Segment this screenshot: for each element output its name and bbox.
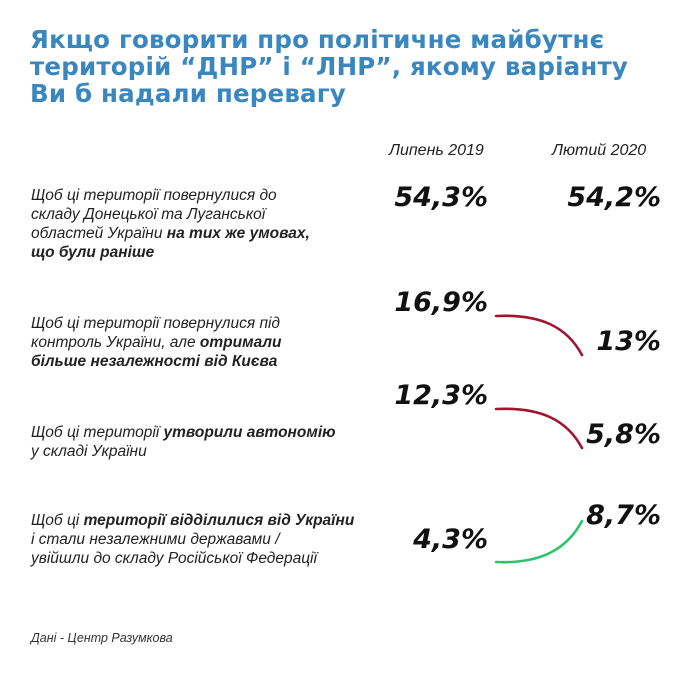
row-label-line: Щоб ці території відділилися від України [31, 511, 391, 530]
row-label-text: Щоб ці території [31, 424, 164, 441]
row-label-return-more-independence: Щоб ці території повернулися під контроль… [31, 314, 391, 371]
chart-title-line: Якщо говорити про політичне майбутнє [30, 25, 605, 54]
row-label-line: областей України на тих же умовах, [31, 224, 391, 243]
row-label-text: складу Донецької та Луганської [31, 206, 266, 223]
row-label-autonomy: Щоб ці території утворили автономію у скл… [31, 423, 391, 461]
decrease-connector-line [494, 314, 584, 357]
chart-title-line: територій “ДНР” і “ЛНР”, якому варіанту [30, 52, 629, 81]
row-label-emphasis: більше незалежності від Києва [31, 353, 278, 370]
chart-title-line: Ви б надали перевагу [30, 79, 346, 108]
row-label-text: Щоб ці [31, 512, 84, 529]
value-label: 13% [596, 326, 661, 357]
value-label: 8,7% [586, 500, 661, 531]
row-label-text: увійшли до складу Російської Федерації [31, 550, 317, 567]
value-label: 54,2% [567, 182, 661, 213]
row-label-text: у складі України [31, 443, 147, 460]
value-label: 5,8% [586, 419, 661, 450]
value-label: 54,3% [394, 182, 488, 213]
row-label-emphasis: території відділилися від України [83, 512, 355, 529]
source-note: Дані - Центр Разумкова [31, 631, 173, 645]
row-label-line: увійшли до складу Російської Федерації [31, 549, 391, 568]
value-label: 12,3% [394, 380, 488, 411]
column-header-july-2019: Липень 2019 [389, 142, 484, 159]
row-label-line: Щоб ці території повернулися до [31, 186, 391, 205]
row-label-return-same-terms: Щоб ці території повернулися до складу До… [31, 186, 391, 262]
value-label: 16,9% [394, 287, 488, 318]
row-label-line: Щоб ці території повернулися під [31, 314, 391, 333]
column-header-february-2020: Лютий 2020 [552, 142, 647, 159]
chart-title: Якщо говорити про політичне майбутнє тер… [30, 26, 670, 107]
row-label-text: Щоб ці території повернулися під [31, 315, 280, 332]
row-label-line: у складі України [31, 442, 391, 461]
row-label-text: контроль України, але [31, 334, 200, 351]
row-label-line: контроль України, але отримали [31, 333, 391, 352]
row-label-emphasis: що були раніше [31, 244, 155, 261]
row-label-separation: Щоб ці території відділилися від України… [31, 511, 391, 568]
row-label-text: областей України [31, 225, 167, 242]
row-label-emphasis: отримали [199, 334, 282, 351]
row-label-emphasis: утворили автономію [163, 424, 336, 441]
increase-connector-line [494, 519, 584, 564]
row-label-line: що були раніше [31, 243, 391, 262]
row-label-line: Щоб ці території утворили автономію [31, 423, 391, 442]
decrease-connector-line [494, 407, 584, 450]
row-label-text: і стали незалежними державами / [31, 531, 280, 548]
row-label-text: Щоб ці території повернулися до [31, 187, 277, 204]
row-label-emphasis: на тих же умовах, [166, 225, 310, 242]
row-label-line: складу Донецької та Луганської [31, 205, 391, 224]
value-label: 4,3% [413, 524, 488, 555]
row-label-line: і стали незалежними державами / [31, 530, 391, 549]
row-label-line: більше незалежності від Києва [31, 352, 391, 371]
